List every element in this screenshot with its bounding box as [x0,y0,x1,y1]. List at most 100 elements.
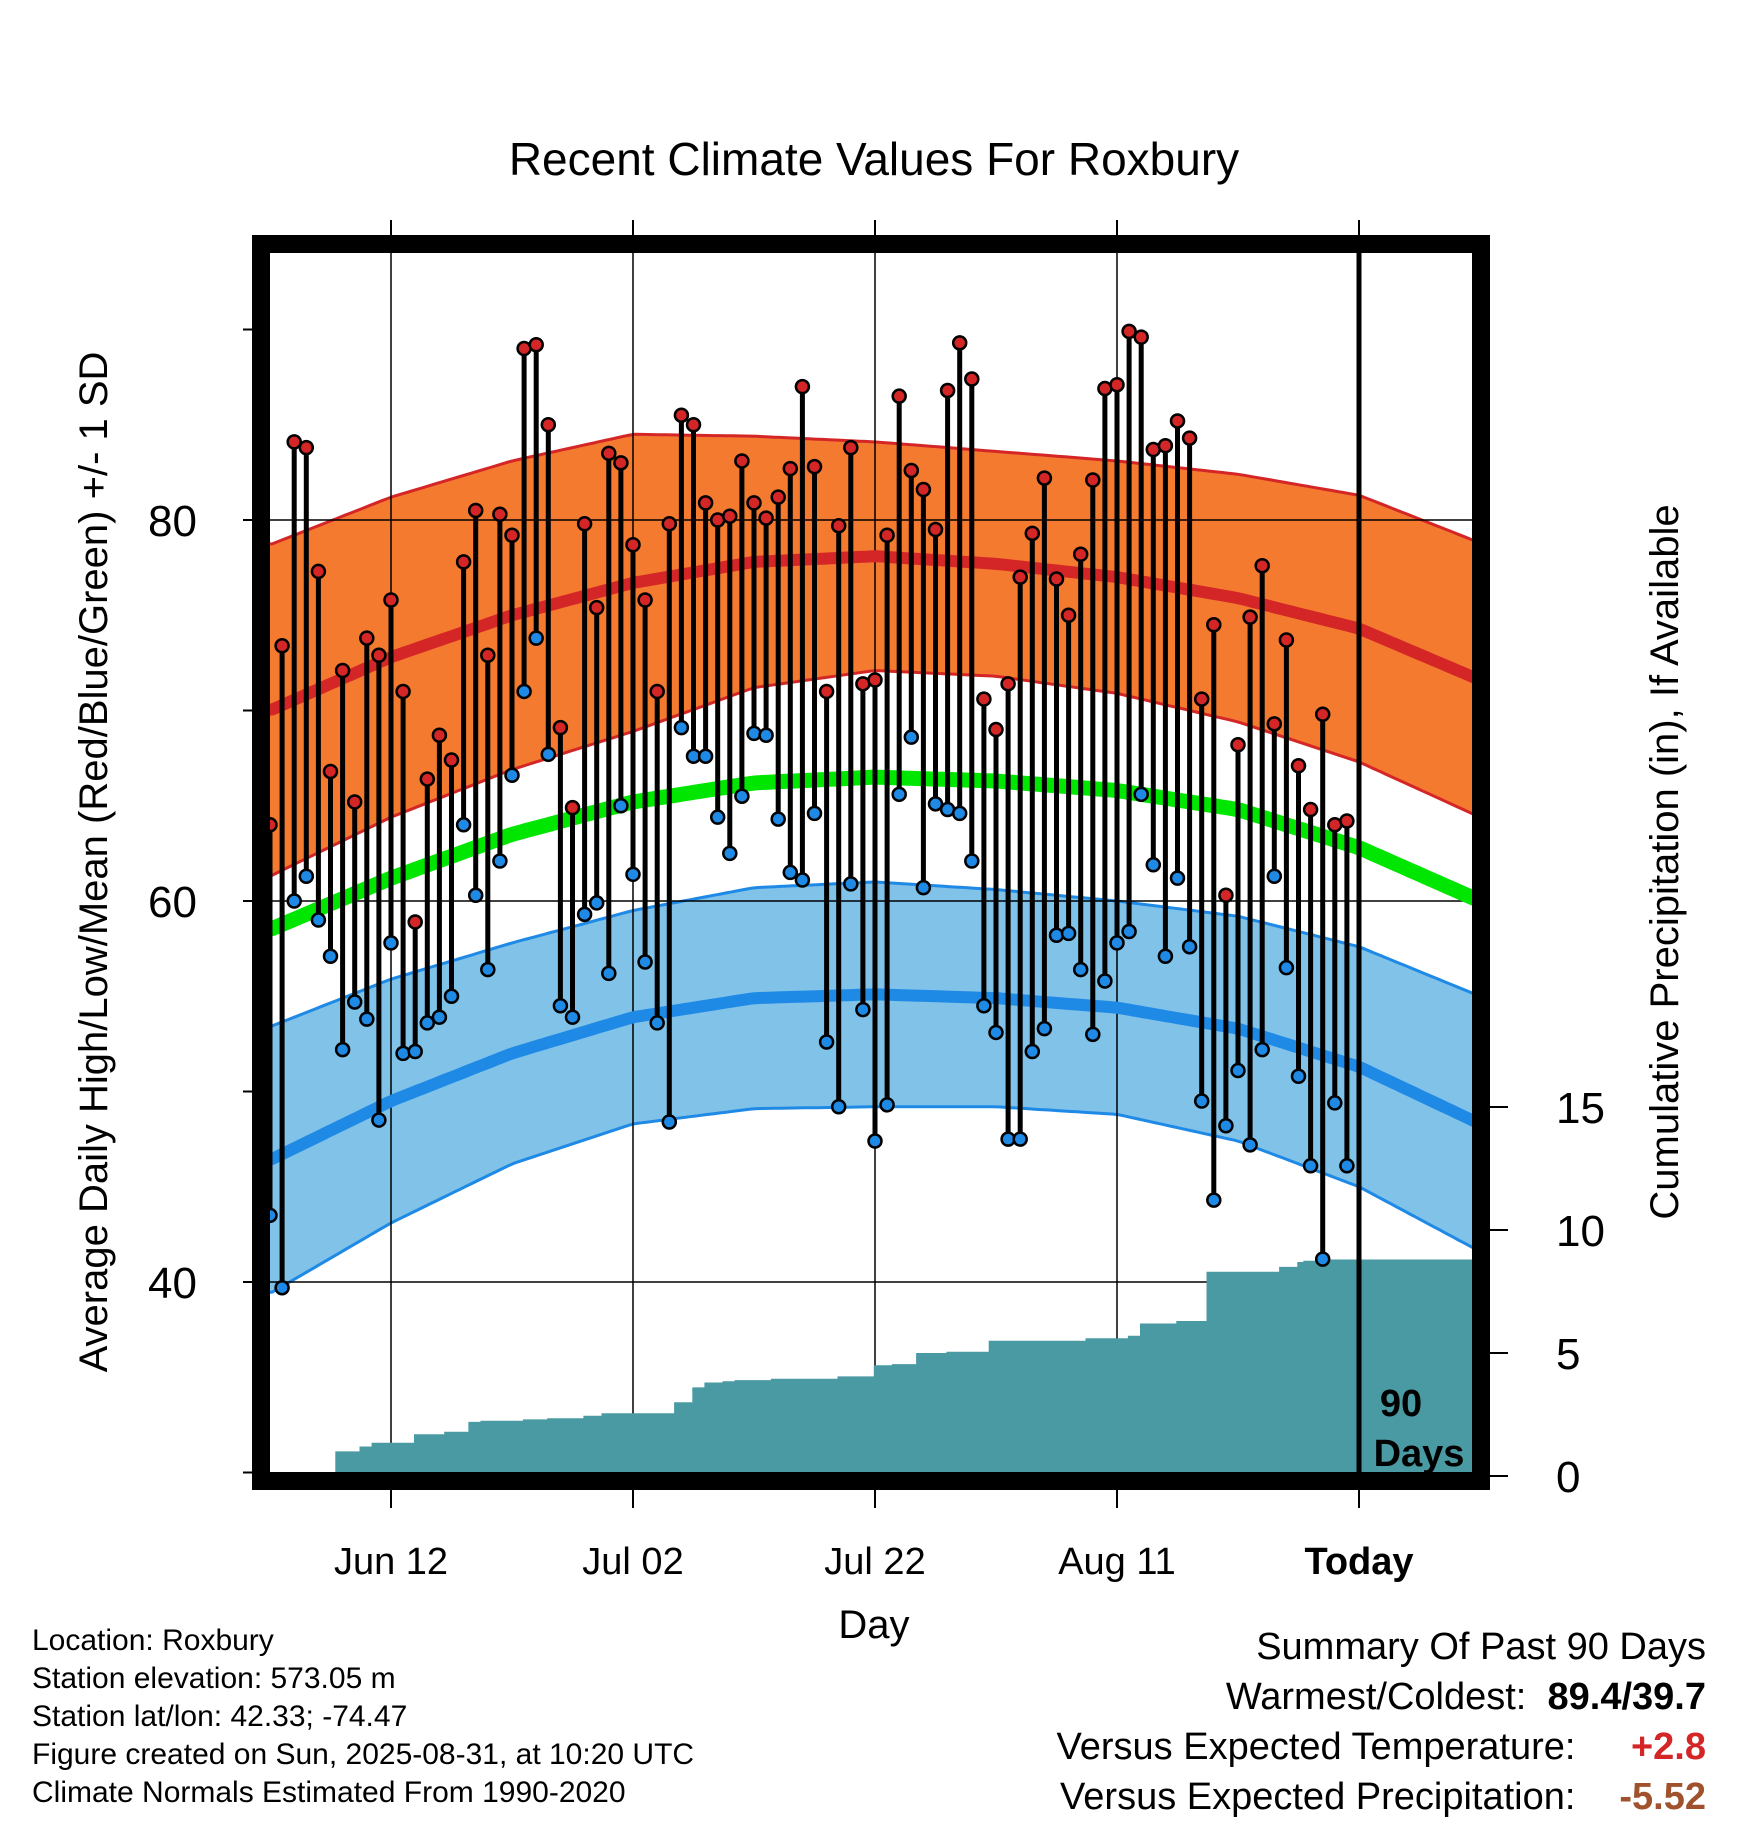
high-point-7 [346,794,363,810]
high-point-29 [613,455,629,471]
high-point-33 [661,516,678,532]
high-point-32 [649,683,665,700]
low-point-8 [359,1011,375,1027]
low-point-44 [794,872,811,888]
low-point-30 [625,866,641,883]
low-point-84 [1278,959,1295,976]
precip-label: Versus Expected Precipitation: [1060,1776,1576,1818]
station-info: Location: Roxbury Station elevation: 573… [32,1622,694,1812]
high-point-82 [1254,557,1270,574]
temp-label: Versus Expected Temperature: [1056,1726,1576,1768]
low-point-64 [1036,1020,1053,1037]
low-point-54 [915,879,932,896]
created-text: Figure created on Sun, 2025-08-31, at 10… [32,1738,695,1771]
high-point-56 [939,382,956,399]
warmest-coldest-label: Warmest/Coldest: [1225,1676,1527,1718]
x-axis-label: Day [838,1603,909,1647]
high-point-72 [1133,329,1149,345]
high-point-6 [334,662,351,679]
axes: 40 60 80 0 5 10 15 Jun 12 Jul 02 Jul 22 Aug 11 Toda… [148,220,1605,1583]
low-point-75 [1169,870,1186,886]
plot-area [260,244,1481,1481]
high-point-10 [383,592,399,608]
low-point-39 [734,788,750,804]
y2-tick-label-10: 10 [1556,1207,1605,1256]
high-point-87 [1314,706,1331,723]
high-point-53 [903,462,920,479]
y-tick-label-60: 60 [148,878,197,927]
high-point-17 [467,502,484,519]
high-point-80 [1230,737,1246,753]
low-point-60 [988,1024,1004,1041]
high-point-27 [588,599,605,616]
low-sd-lower [260,1105,1478,1295]
low-point-3 [298,868,315,884]
high-point-61 [1000,676,1016,692]
high-point-15 [443,752,460,768]
high-point-66 [1060,607,1077,623]
low-point-86 [1302,1158,1319,1174]
x-tick-label-2: Jul 22 [824,1541,925,1583]
today-label-line2: Days [1374,1433,1465,1475]
low-point-6 [334,1041,351,1058]
precip-value: -5.52 [1619,1776,1706,1818]
low-point-55 [927,796,944,812]
low-point-73 [1145,857,1162,873]
low-point-76 [1181,938,1198,955]
high-point-13 [419,771,436,787]
low-point-36 [697,748,714,764]
high-sd-upper [260,432,1477,547]
low-point-2 [286,893,302,909]
low-point-63 [1024,1043,1041,1060]
low-point-62 [1012,1131,1028,1147]
high-point-46 [818,683,835,700]
low-point-19 [492,853,508,869]
low-point-21 [516,683,532,700]
high-point-28 [601,445,617,462]
high-point-68 [1085,472,1101,488]
x-tick-label-0: Jun 12 [334,1541,448,1583]
x-tick-label-4: Today [1304,1541,1413,1583]
high-point-47 [830,517,847,534]
warmest-coldest-row: Warmest/Coldest: 89.4/39.7 [1057,1672,1706,1722]
high-point-11 [395,683,411,700]
high-point-84 [1278,632,1295,648]
high-point-39 [734,453,750,469]
low-point-85 [1290,1068,1307,1085]
low-point-20 [504,767,520,784]
low-point-40 [746,725,762,742]
low-point-87 [1314,1251,1331,1267]
high-point-78 [1206,617,1222,633]
high-point-31 [637,592,653,608]
low-point-47 [830,1098,847,1115]
high-point-16 [455,554,472,570]
high-point-45 [806,458,823,475]
low-point-10 [383,935,399,951]
low-point-42 [770,811,786,827]
low-point-89 [1339,1158,1355,1174]
high-point-64 [1036,470,1053,486]
high-sd-band [260,434,1477,877]
low-point-34 [673,719,690,736]
high-point-74 [1157,437,1174,454]
low-point-46 [818,1034,835,1050]
high-point-71 [1121,323,1137,340]
high-point-1 [274,637,290,654]
precip-row: Versus Expected Precipitation: -5.52 [1057,1772,1706,1822]
high-point-18 [480,647,496,664]
low-point-37 [709,809,726,825]
low-point-27 [588,895,605,911]
y2-tick-label-15: 15 [1556,1084,1605,1133]
high-point-8 [359,630,375,646]
low-point-9 [371,1112,387,1128]
low-point-69 [1097,973,1113,989]
low-point-77 [1193,1093,1210,1109]
high-point-25 [564,799,581,816]
y-tick-label-40: 40 [148,1259,197,1308]
precip-area [270,1259,1480,1476]
low-point-17 [467,887,484,904]
low-point-12 [407,1043,423,1060]
high-point-52 [891,388,907,404]
high-point-38 [722,508,738,524]
low-point-13 [419,1015,436,1031]
